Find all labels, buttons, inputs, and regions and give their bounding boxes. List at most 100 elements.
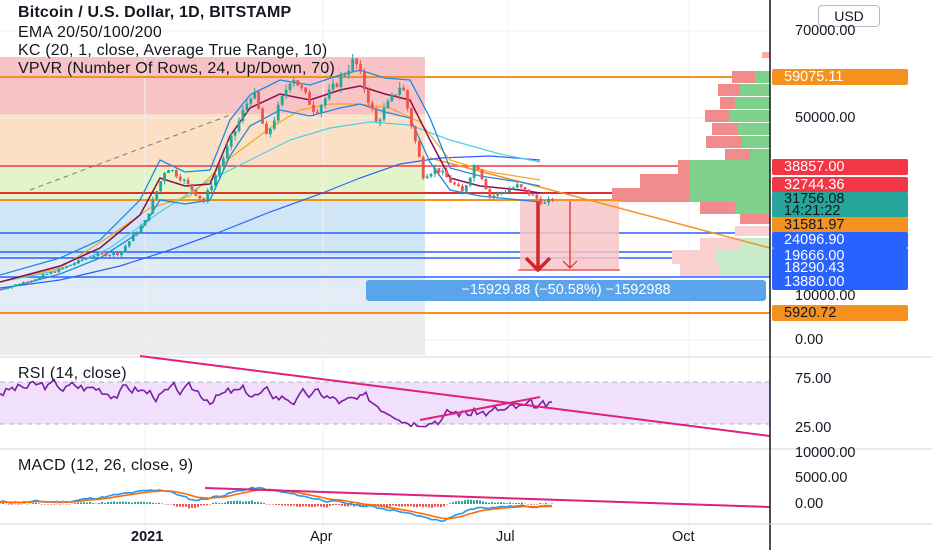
macd-histogram-bar (41, 504, 43, 505)
candle-body (276, 104, 280, 121)
macd-histogram-bar (197, 504, 199, 508)
candle-body (406, 90, 409, 109)
candle-body (108, 255, 112, 257)
macd-histogram-bar (269, 504, 271, 505)
macd-histogram-bar (314, 504, 316, 507)
candle-body (370, 102, 374, 109)
macd-histogram-bar (422, 504, 424, 508)
candle-body (472, 166, 476, 178)
macd-histogram-bar (428, 504, 430, 508)
candle-body (37, 276, 41, 280)
orange-trendline[interactable] (429, 157, 771, 249)
candle-body (186, 179, 190, 184)
macd-histogram-bar (17, 504, 19, 505)
macd-histogram-bar (416, 504, 418, 508)
macd-histogram-bar (188, 504, 190, 509)
macd-histogram-bar (65, 504, 67, 505)
macd-histogram-bar (161, 503, 163, 504)
candle-body (460, 186, 464, 192)
candle-body (441, 170, 445, 173)
candle-body (151, 199, 155, 214)
macd-histogram-bar (539, 503, 541, 504)
macd-histogram-bar (395, 504, 397, 507)
last-price-tag[interactable]: 31756.08 (772, 192, 908, 206)
price-tag[interactable]: 38857.00 (772, 159, 908, 175)
macd-histogram-bar (533, 504, 535, 505)
macd-histogram-bar (434, 504, 436, 507)
candle-body (519, 184, 523, 188)
candle-body (206, 190, 210, 202)
candle-body (511, 187, 515, 190)
candle-body (22, 282, 25, 285)
time-label: 2021 (131, 529, 164, 545)
candle-body (464, 185, 468, 192)
macd-histogram-bar (386, 504, 388, 507)
macd-histogram-bar (83, 502, 85, 504)
macd-trendline[interactable] (204, 487, 771, 508)
candle-body (496, 192, 500, 196)
macd-histogram-bar (26, 503, 28, 505)
macd-histogram-bar (95, 503, 97, 504)
price-tag[interactable]: 31581.97 (772, 217, 908, 233)
candle-body (92, 256, 96, 258)
candle-body (265, 123, 268, 135)
candle-body (147, 213, 151, 221)
macd-histogram-bar (125, 501, 127, 504)
candle-body (480, 169, 484, 180)
rsi-trendline[interactable] (139, 355, 771, 437)
candle-body (347, 70, 351, 75)
candle-body (390, 94, 394, 101)
candle-body (2, 288, 6, 290)
macd-histogram-bar (536, 504, 538, 505)
macd-histogram-bar (293, 504, 295, 506)
macd-histogram-bar (545, 503, 547, 504)
price-tag[interactable]: 18290.43 (772, 260, 908, 276)
macd-histogram-bar (113, 501, 115, 504)
time-label: Jul (496, 529, 515, 545)
macd-histogram-bar (8, 504, 10, 505)
candle-body (386, 100, 390, 109)
macd-histogram-bar (185, 504, 187, 507)
candle-body (253, 91, 257, 99)
macd-histogram-bar (227, 501, 229, 504)
candle-body (26, 282, 29, 284)
currency-button[interactable]: USD (818, 5, 880, 27)
macd-legend: MACD (12, 26, close, 9) (18, 457, 194, 474)
price-tag[interactable]: 59075.11 (772, 69, 908, 85)
macd-histogram-bar (509, 502, 511, 504)
price-tag[interactable]: 5920.72 (772, 305, 908, 321)
candle-body (468, 177, 472, 186)
candle-body (127, 241, 131, 247)
candle-body (100, 253, 104, 255)
macd-histogram-bar (494, 502, 496, 504)
macd-histogram-bar (341, 504, 343, 506)
candle-body (378, 119, 382, 122)
time-label: Oct (672, 529, 695, 545)
macd-histogram-bar (122, 501, 124, 504)
price-tag[interactable]: 24096.90 (772, 232, 908, 248)
macd-tick: 0.00 (795, 496, 824, 512)
macd-histogram-bar (413, 504, 415, 507)
macd-histogram-bar (176, 504, 178, 507)
candle-body (292, 80, 296, 84)
macd-histogram-bar (497, 502, 499, 504)
macd-histogram-bar (218, 503, 220, 504)
price-tag[interactable]: 32744.36 (772, 177, 908, 193)
macd-histogram-bar (410, 504, 412, 507)
candle-body (88, 257, 92, 259)
macd-histogram-bar (92, 503, 94, 504)
macd-histogram-bar (137, 501, 139, 504)
candle-body (18, 284, 21, 286)
candle-body (57, 268, 61, 273)
candle-body (257, 91, 261, 109)
time-label: Apr (310, 529, 333, 545)
macd-histogram-bar (473, 500, 475, 504)
candle-body (382, 108, 386, 120)
candle-body (33, 279, 37, 281)
price-tag[interactable]: 13880.00 (772, 274, 908, 290)
candle-body (500, 192, 503, 194)
macd-histogram-bar (425, 504, 427, 507)
candle-body (433, 168, 437, 174)
macd-histogram-bar (71, 503, 73, 505)
